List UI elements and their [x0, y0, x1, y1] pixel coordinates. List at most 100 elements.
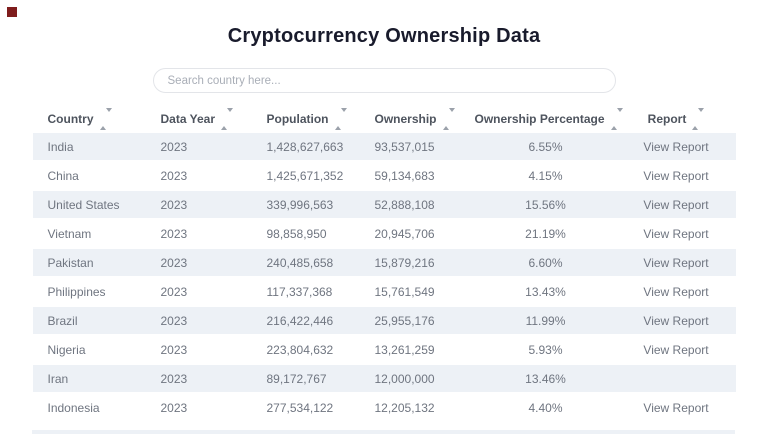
column-header-label: Ownership Percentage — [474, 112, 605, 126]
page-title: Cryptocurrency Ownership Data — [227, 25, 541, 47]
view-report-link[interactable]: View Report — [643, 197, 709, 212]
ownership-percentage-cell: 13.43% — [525, 284, 566, 299]
population-cell: 339,996,563 — [259, 191, 365, 218]
column-header-ownership-percentage[interactable]: Ownership Percentage — [474, 107, 623, 131]
ownership-cell: 52,888,108 — [364, 191, 475, 218]
search-bar — [152, 68, 616, 93]
column-header-population[interactable]: Population — [259, 107, 365, 131]
ownership-percentage-cell: 4.15% — [528, 168, 563, 183]
ownership-percentage-cell: 11.99% — [474, 307, 617, 334]
population-cell: 98,858,950 — [266, 226, 327, 241]
table-row: United States 2023 339,996,563 52,888,10… — [32, 191, 736, 218]
ownership-percentage-cell: 21.19% — [525, 226, 566, 241]
column-header-label: Population — [266, 112, 329, 126]
data-year-cell: 2023 — [160, 342, 188, 357]
report-cell: View Report — [617, 336, 736, 363]
table-row: Philippines 2023 117,337,368 15,761,549 … — [33, 278, 736, 305]
data-year-cell: 2023 — [149, 307, 260, 334]
country-cell: Vietnam — [47, 226, 92, 241]
column-header-label: Ownership — [374, 112, 437, 126]
ownership-cell: 12,205,132 — [374, 400, 435, 415]
data-year-cell: 2023 — [160, 284, 188, 299]
sort-icon — [221, 107, 233, 130]
report-cell: View Report — [617, 162, 736, 189]
view-report-link[interactable]: View Report — [643, 400, 709, 415]
view-report-link[interactable]: View Report — [643, 139, 709, 154]
column-header-label: Report — [647, 112, 687, 126]
table-row: China 2023 1,425,671,352 59,134,683 4.15… — [33, 162, 736, 189]
report-cell: View Report — [617, 220, 736, 247]
search-input[interactable] — [152, 68, 616, 93]
country-cell: Iran — [32, 365, 150, 392]
country-cell: China — [47, 168, 79, 183]
view-report-link[interactable]: View Report — [643, 168, 709, 183]
sort-icon — [442, 107, 455, 130]
ownership-percentage-cell: 15.56% — [474, 191, 617, 218]
population-cell: 1,425,671,352 — [266, 168, 344, 183]
table-row: Nigeria 2023 223,804,632 13,261,259 5.93… — [33, 336, 736, 363]
report-cell: View Report — [616, 249, 736, 276]
country-cell: Pakistan — [32, 249, 150, 276]
report-cell — [616, 365, 736, 392]
sort-icon — [610, 107, 623, 130]
ownership-cell: 59,134,683 — [374, 168, 435, 183]
ownership-cell: 15,879,216 — [364, 249, 475, 276]
ownership-cell: 13,261,259 — [374, 342, 435, 357]
ownership-percentage-cell: 6.60% — [474, 249, 617, 276]
table-row: Vietnam 2023 98,858,950 20,945,706 21.19… — [33, 220, 736, 247]
population-cell: 277,534,122 — [266, 400, 334, 415]
ownership-cell: 15,761,549 — [374, 284, 435, 299]
ownership-percentage-cell: 13.46% — [474, 365, 617, 392]
ownership-percentage-cell: 5.93% — [528, 342, 563, 357]
report-cell: View Report — [616, 191, 736, 218]
view-report-link[interactable]: View Report — [643, 342, 709, 357]
table-body: India 2023 1,428,627,663 93,537,015 6.55… — [32, 133, 736, 421]
column-header-ownership[interactable]: Ownership — [364, 107, 475, 131]
column-header-country[interactable]: Country — [32, 107, 150, 131]
corner-marker — [7, 7, 17, 17]
population-cell: 117,337,368 — [266, 284, 333, 299]
country-cell: Philippines — [47, 284, 106, 299]
population-cell: 89,172,767 — [259, 365, 365, 392]
view-report-link[interactable]: View Report — [643, 255, 709, 270]
report-cell: View Report — [616, 133, 736, 160]
column-header-report[interactable]: Report — [616, 107, 736, 131]
country-cell: Indonesia — [47, 400, 100, 415]
ownership-cell: 12,000,000 — [364, 365, 475, 392]
column-header-data-year[interactable]: Data Year — [149, 107, 260, 131]
ownership-cell: 25,955,176 — [364, 307, 475, 334]
report-cell: View Report — [616, 307, 736, 334]
report-cell: View Report — [617, 278, 736, 305]
table-row: Brazil 2023 216,422,446 25,955,176 11.99… — [32, 307, 736, 334]
table-row: Pakistan 2023 240,485,658 15,879,216 6.6… — [32, 249, 736, 276]
table-row: Indonesia 2023 277,534,122 12,205,132 4.… — [33, 394, 736, 421]
sort-icon — [692, 107, 705, 130]
sort-icon — [334, 107, 347, 130]
population-cell: 240,485,658 — [259, 249, 365, 276]
population-cell: 216,422,446 — [259, 307, 365, 334]
ownership-table: Country Data Year Population Ownership O… — [32, 105, 736, 423]
data-year-cell: 2023 — [160, 168, 188, 183]
view-report-link[interactable]: View Report — [643, 226, 709, 241]
table-header-row: Country Data Year Population Ownership O… — [32, 107, 736, 131]
ownership-percentage-cell: 4.40% — [528, 400, 563, 415]
country-cell: United States — [32, 191, 150, 218]
country-cell: Nigeria — [47, 342, 86, 357]
data-year-cell: 2023 — [149, 191, 260, 218]
table-row: Iran 2023 89,172,767 12,000,000 13.46% — [32, 365, 736, 392]
view-report-link[interactable]: View Report — [643, 313, 709, 328]
column-header-label: Country — [47, 112, 94, 126]
population-cell: 223,804,632 — [266, 342, 334, 357]
view-report-link[interactable]: View Report — [643, 284, 709, 299]
data-year-cell: 2023 — [149, 249, 260, 276]
data-year-cell: 2023 — [149, 365, 260, 392]
population-cell: 1,428,627,663 — [259, 133, 365, 160]
ownership-percentage-cell: 6.55% — [474, 133, 617, 160]
report-cell: View Report — [617, 394, 736, 421]
data-year-cell: 2023 — [149, 133, 260, 160]
data-year-cell: 2023 — [160, 226, 188, 241]
country-cell: Brazil — [32, 307, 150, 334]
ownership-cell: 93,537,015 — [364, 133, 475, 160]
country-cell: India — [32, 133, 150, 160]
